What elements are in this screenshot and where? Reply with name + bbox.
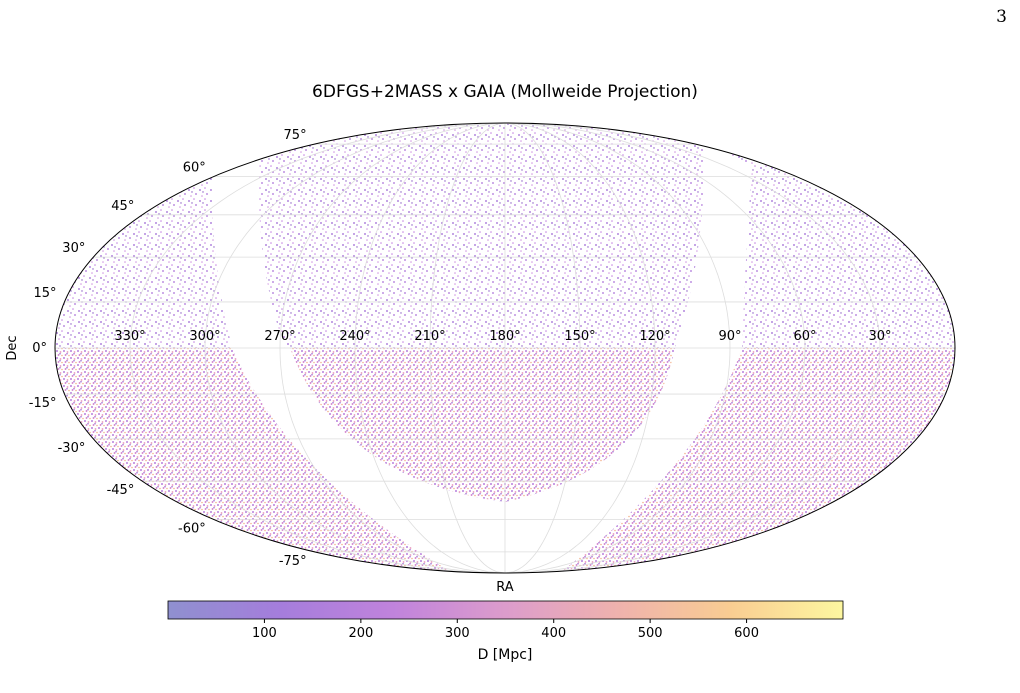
x-axis-label: RA: [496, 580, 514, 595]
y-tick-label: 60°: [183, 160, 206, 175]
y-tick-label: 30°: [62, 241, 85, 256]
page-number: 3: [996, 7, 1007, 27]
y-tick-label: -45°: [107, 483, 135, 498]
x-tick-label: 210°: [414, 329, 445, 344]
x-tick-label: 180°: [489, 329, 520, 344]
y-axis-label: Dec: [5, 335, 20, 360]
colorbar-tick-label: 400: [541, 626, 566, 641]
x-tick-label: 300°: [189, 329, 220, 344]
colorbar: [167, 600, 844, 620]
x-tick-label: 30°: [868, 329, 891, 344]
y-tick-label: -75°: [279, 554, 307, 569]
grid: [55, 122, 955, 574]
y-tick-label: 45°: [111, 199, 134, 214]
colorbar-tick-label: 500: [638, 626, 663, 641]
x-tick-label: 90°: [718, 329, 741, 344]
x-tick-label: 330°: [114, 329, 145, 344]
chart-title: 6DFGS+2MASS x GAIA (Mollweide Projection…: [312, 82, 698, 102]
colorbar-tick-label: 100: [252, 626, 277, 641]
y-tick-label: -60°: [178, 522, 206, 537]
colorbar-label: D [Mpc]: [478, 647, 533, 663]
x-tick-label: 240°: [339, 329, 370, 344]
y-tick-label: 15°: [33, 286, 56, 301]
colorbar-tick-label: 200: [348, 626, 373, 641]
y-tick-label: -30°: [58, 441, 86, 456]
y-tick-label: -15°: [29, 396, 57, 411]
x-tick-label: 150°: [564, 329, 595, 344]
colorbar-tick-label: 600: [734, 626, 759, 641]
x-tick-label: 60°: [793, 329, 816, 344]
map-boundary: [54, 122, 956, 574]
x-tick-label: 120°: [639, 329, 670, 344]
colorbar-tick-label: 300: [445, 626, 470, 641]
y-tick-label: 75°: [284, 128, 307, 143]
y-tick-label: 0°: [32, 341, 47, 356]
x-tick-label: 270°: [264, 329, 295, 344]
